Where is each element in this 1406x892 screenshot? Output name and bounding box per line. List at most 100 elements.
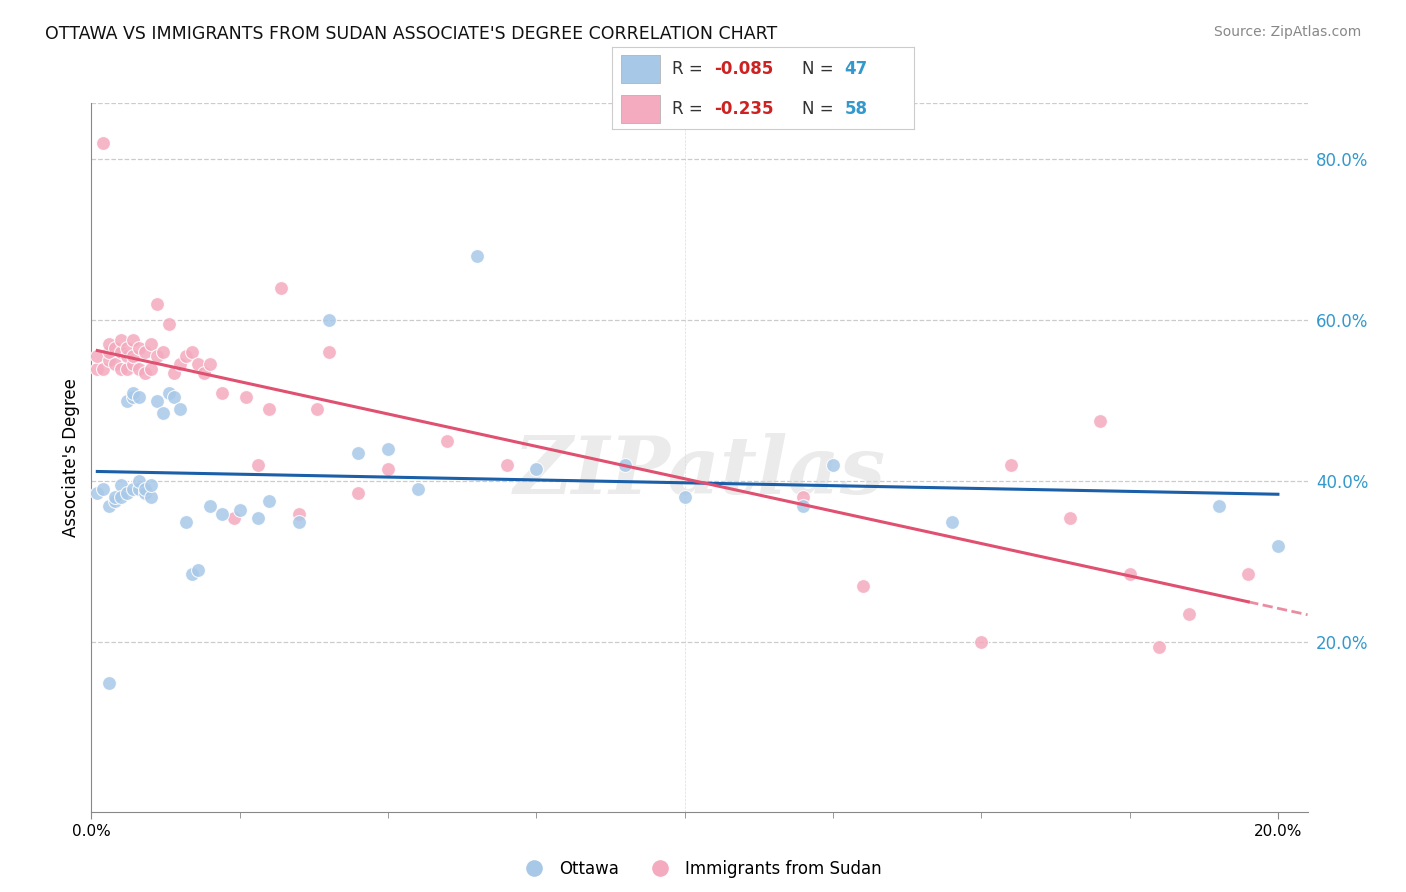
Point [1088,414,1111,428]
Point [318,345,340,359]
Text: 47: 47 [845,60,868,78]
Point [115,361,138,376]
Point [91,361,114,376]
Point [288,507,311,521]
Point [122,390,145,404]
Text: N =: N = [801,60,839,78]
Point [852,579,875,593]
Point [228,502,250,516]
Point [86,361,108,376]
Point [1149,640,1171,654]
Point [139,361,162,376]
Point [1000,458,1022,473]
Point [318,313,340,327]
Text: -0.085: -0.085 [714,60,773,78]
Point [122,334,145,348]
Point [163,366,186,380]
Legend: Ottawa, Immigrants from Sudan: Ottawa, Immigrants from Sudan [510,854,889,885]
Point [163,390,186,404]
Point [110,334,132,348]
Point [259,494,281,508]
Point [91,136,114,150]
Y-axis label: Associate's Degree: Associate's Degree [62,377,80,537]
Point [187,563,209,577]
Point [145,393,167,408]
Point [1237,566,1260,581]
Point [495,458,517,473]
Point [181,345,204,359]
Text: OTTAWA VS IMMIGRANTS FROM SUDAN ASSOCIATE'S DEGREE CORRELATION CHART: OTTAWA VS IMMIGRANTS FROM SUDAN ASSOCIAT… [45,25,778,43]
Point [187,358,209,372]
Point [970,635,993,649]
Point [193,366,215,380]
Point [465,249,488,263]
Point [104,342,127,356]
Text: -0.235: -0.235 [714,100,773,118]
Point [128,361,150,376]
Point [246,458,269,473]
Point [98,337,121,351]
Point [145,297,167,311]
Text: Source: ZipAtlas.com: Source: ZipAtlas.com [1213,25,1361,39]
Point [157,385,180,400]
Point [169,401,191,416]
Point [673,491,696,505]
Point [288,515,311,529]
Point [115,486,138,500]
Point [145,350,167,364]
Point [110,478,132,492]
Point [98,499,121,513]
Point [134,483,156,497]
Point [235,390,257,404]
Point [436,434,458,448]
Point [169,358,191,372]
Point [122,358,145,372]
Bar [620,95,659,123]
Point [198,499,221,513]
Point [347,486,370,500]
Point [110,361,132,376]
Point [134,366,156,380]
Point [98,353,121,368]
Point [128,483,150,497]
Point [139,337,162,351]
Point [134,345,156,359]
Point [115,350,138,364]
Point [222,510,245,524]
Point [122,483,145,497]
Point [157,317,180,331]
Point [128,475,150,489]
Point [122,350,145,364]
Point [98,345,121,359]
Point [98,675,121,690]
Point [176,515,198,529]
Point [211,385,233,400]
Point [377,442,399,456]
Point [524,462,547,476]
Text: N =: N = [801,100,839,118]
Point [152,406,174,420]
Point [270,281,292,295]
Point [1059,510,1081,524]
Point [139,491,162,505]
Point [347,446,370,460]
Point [1178,607,1201,622]
Point [198,358,221,372]
Point [377,462,399,476]
Text: R =: R = [672,100,709,118]
Point [1118,566,1140,581]
Point [110,345,132,359]
Point [1208,499,1230,513]
Text: ZIPatlas: ZIPatlas [513,433,886,510]
Point [792,499,814,513]
Point [104,358,127,372]
Point [134,486,156,500]
Point [115,393,138,408]
Point [128,390,150,404]
Bar [620,54,659,83]
Point [176,350,198,364]
Point [86,486,108,500]
Point [91,483,114,497]
Point [139,478,162,492]
Point [104,491,127,505]
